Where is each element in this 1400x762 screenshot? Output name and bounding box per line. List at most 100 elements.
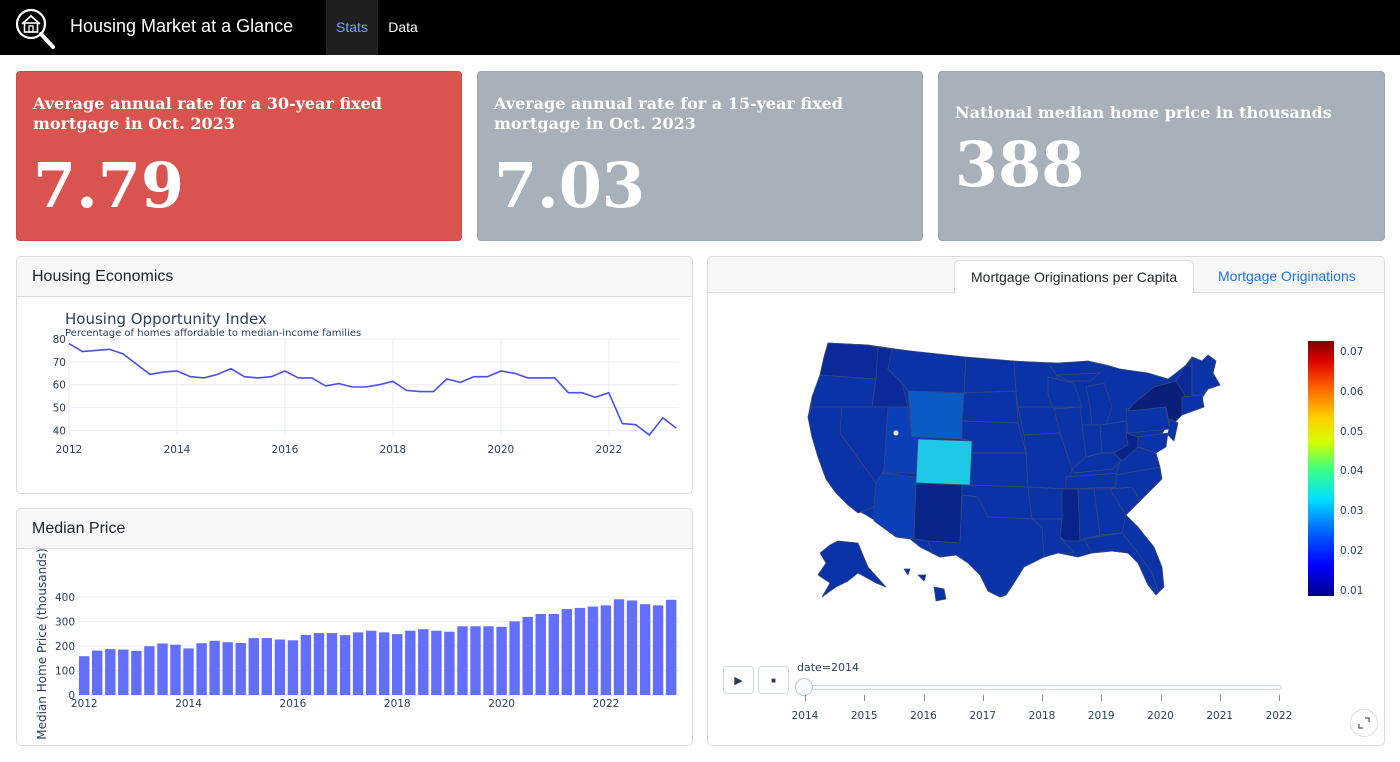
- bar[interactable]: [379, 632, 390, 695]
- app-title[interactable]: Housing Market at a Glance: [70, 16, 294, 36]
- bar[interactable]: [235, 643, 246, 695]
- map-state-al[interactable]: [1077, 488, 1101, 542]
- bar[interactable]: [144, 646, 155, 695]
- median-price-bar-chart[interactable]: Median Home Price (thousands) 400 300 200 1…: [17, 549, 693, 745]
- slider-tick-label[interactable]: 2016: [910, 710, 937, 722]
- map-state-md[interactable]: [1137, 432, 1169, 454]
- map-state-ms[interactable]: [1059, 488, 1081, 542]
- bar[interactable]: [483, 626, 494, 695]
- bar[interactable]: [666, 599, 677, 695]
- bar[interactable]: [587, 606, 599, 695]
- slider-tick-label[interactable]: 2017: [969, 710, 997, 722]
- map-state-ga[interactable]: [1093, 488, 1127, 536]
- bar[interactable]: [444, 631, 455, 695]
- bar[interactable]: [626, 600, 638, 696]
- bar[interactable]: [392, 634, 403, 695]
- bar[interactable]: [79, 656, 90, 695]
- map-state-me[interactable]: [1191, 354, 1221, 398]
- bar[interactable]: [183, 648, 194, 695]
- bar[interactable]: [196, 643, 207, 695]
- bar[interactable]: [366, 630, 377, 695]
- tab-originations-per-capita[interactable]: Mortgage Originations per Capita: [954, 260, 1195, 294]
- housing-opportunity-line-chart[interactable]: Housing Opportunity Index Percentage of …: [17, 297, 693, 493]
- bar[interactable]: [418, 629, 429, 695]
- x-tick-label: 2022: [593, 698, 620, 710]
- nav-link-data[interactable]: Data: [388, 19, 418, 35]
- map-state-sd[interactable]: [961, 390, 1019, 424]
- slider-tick-label[interactable]: 2022: [1265, 710, 1293, 722]
- bar[interactable]: [339, 635, 351, 695]
- bar[interactable]: [509, 621, 520, 695]
- map-state-ar[interactable]: [1027, 486, 1067, 520]
- map-state-wa[interactable]: [819, 342, 879, 380]
- bar[interactable]: [261, 638, 272, 695]
- bar[interactable]: [170, 644, 181, 695]
- us-choropleth-map[interactable]: [708, 257, 1385, 746]
- map-state-wi[interactable]: [1047, 376, 1083, 408]
- house-search-logo-icon[interactable]: [12, 5, 58, 51]
- bar[interactable]: [613, 599, 625, 695]
- play-button[interactable]: ▶: [723, 666, 754, 694]
- bar[interactable]: [548, 614, 559, 695]
- bar[interactable]: [248, 638, 259, 695]
- bar[interactable]: [639, 604, 651, 695]
- map-state-nc[interactable]: [1109, 466, 1163, 502]
- stop-icon: ■: [771, 675, 776, 685]
- bar[interactable]: [209, 640, 220, 695]
- bar[interactable]: [431, 630, 442, 695]
- bar[interactable]: [496, 626, 507, 695]
- map-state-az[interactable]: [873, 472, 917, 540]
- slider-tick-label[interactable]: 2019: [1087, 710, 1115, 722]
- map-state-ca[interactable]: [807, 406, 877, 514]
- bar[interactable]: [92, 650, 103, 695]
- bar[interactable]: [652, 605, 664, 695]
- tab-originations[interactable]: Mortgage Originations: [1218, 268, 1356, 284]
- map-state-wy[interactable]: [907, 390, 965, 440]
- slider-tick-label[interactable]: 2014: [791, 710, 819, 722]
- map-state-hi[interactable]: [903, 568, 947, 602]
- map-state-or[interactable]: [811, 374, 877, 408]
- map-state-mi-upper[interactable]: [1057, 372, 1101, 382]
- bar[interactable]: [535, 614, 546, 695]
- bar[interactable]: [274, 639, 286, 696]
- map-state-ak[interactable]: [817, 540, 887, 598]
- map-state-co[interactable]: [915, 438, 973, 486]
- slider-tick-label[interactable]: 2021: [1206, 710, 1234, 722]
- slider-tick-label[interactable]: 2018: [1028, 710, 1056, 722]
- bar[interactable]: [600, 605, 612, 695]
- map-state-ma-ct-ri[interactable]: [1181, 394, 1205, 416]
- bar[interactable]: [105, 649, 116, 695]
- bar[interactable]: [352, 632, 364, 695]
- bar[interactable]: [131, 650, 142, 695]
- date-slider-track[interactable]: [798, 685, 1282, 690]
- stop-button[interactable]: ■: [758, 666, 789, 694]
- map-state-pa[interactable]: [1125, 406, 1171, 434]
- slider-tick-label[interactable]: 2015: [850, 710, 878, 722]
- bar[interactable]: [222, 642, 233, 695]
- x-tick-label: 2012: [56, 444, 83, 456]
- bar[interactable]: [561, 609, 572, 695]
- slider-tick-label[interactable]: 2020: [1147, 710, 1174, 722]
- bar[interactable]: [470, 626, 481, 695]
- map-state-nj[interactable]: [1167, 418, 1179, 442]
- map-state-nd[interactable]: [963, 356, 1017, 394]
- bar[interactable]: [313, 633, 325, 695]
- expand-button[interactable]: [1350, 709, 1378, 737]
- bar[interactable]: [574, 607, 586, 695]
- map-state-ia[interactable]: [1017, 406, 1061, 436]
- map-state-fl[interactable]: [1083, 532, 1159, 592]
- bar[interactable]: [326, 633, 338, 695]
- map-state-ks[interactable]: [969, 452, 1029, 488]
- date-slider-handle[interactable]: [795, 678, 813, 696]
- bar[interactable]: [300, 634, 312, 695]
- bar[interactable]: [457, 626, 468, 695]
- colorbar-tick: 0.02: [1340, 545, 1364, 557]
- nav-link-stats[interactable]: Stats: [326, 0, 378, 55]
- line-series[interactable]: [68, 342, 677, 437]
- bar[interactable]: [522, 616, 533, 695]
- map-state-nm[interactable]: [913, 482, 963, 544]
- bar[interactable]: [118, 649, 129, 695]
- bar[interactable]: [287, 640, 299, 695]
- bar[interactable]: [157, 643, 168, 696]
- bar[interactable]: [405, 630, 416, 695]
